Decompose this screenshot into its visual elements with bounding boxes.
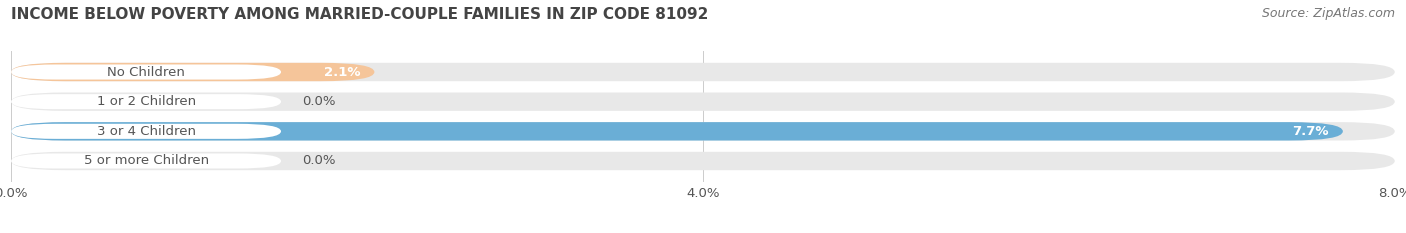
FancyBboxPatch shape xyxy=(11,122,1343,140)
Text: INCOME BELOW POVERTY AMONG MARRIED-COUPLE FAMILIES IN ZIP CODE 81092: INCOME BELOW POVERTY AMONG MARRIED-COUPL… xyxy=(11,7,709,22)
Text: 0.0%: 0.0% xyxy=(302,95,335,108)
FancyBboxPatch shape xyxy=(11,122,1395,140)
Text: Source: ZipAtlas.com: Source: ZipAtlas.com xyxy=(1261,7,1395,20)
FancyBboxPatch shape xyxy=(11,63,374,81)
FancyBboxPatch shape xyxy=(11,65,281,79)
Text: 1 or 2 Children: 1 or 2 Children xyxy=(97,95,195,108)
Text: No Children: No Children xyxy=(107,65,186,79)
Text: 7.7%: 7.7% xyxy=(1292,125,1329,138)
Text: 5 or more Children: 5 or more Children xyxy=(83,154,208,168)
FancyBboxPatch shape xyxy=(11,154,281,168)
Text: 3 or 4 Children: 3 or 4 Children xyxy=(97,125,195,138)
FancyBboxPatch shape xyxy=(11,63,1395,81)
Text: 0.0%: 0.0% xyxy=(302,154,335,168)
FancyBboxPatch shape xyxy=(11,124,281,139)
Text: 2.1%: 2.1% xyxy=(323,65,360,79)
FancyBboxPatch shape xyxy=(11,94,281,109)
FancyBboxPatch shape xyxy=(11,93,1395,111)
FancyBboxPatch shape xyxy=(11,152,1395,170)
